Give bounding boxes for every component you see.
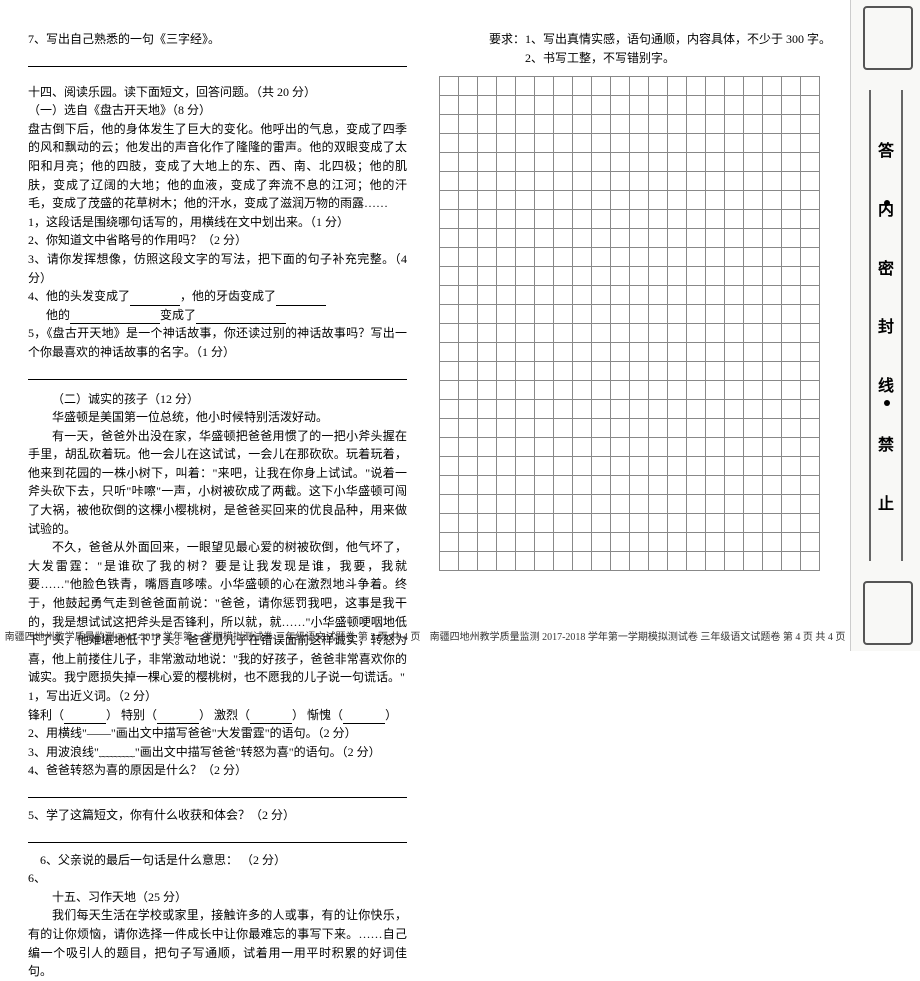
right-page: 要求：1、写出真情实感，语句通顺，内容具体，不少于 300 字。 2、书写工整，… <box>425 0 850 651</box>
binding-char: 线 <box>878 372 894 396</box>
s14-2-q4: 4、爸爸转怒为喜的原因是什么？（2 分） <box>28 761 407 780</box>
requirement-1: 要求：1、写出真情实感，语句通顺，内容具体，不少于 300 字。 <box>489 30 836 49</box>
binding-text: 答内密封线禁止 <box>869 90 903 561</box>
right-footer: 南疆四地州教学质量监测 2017-2018 学年第一学期模拟测试卷 三年级语文试… <box>425 628 850 643</box>
syn-c: ） 激烈（ <box>199 708 250 722</box>
s14-2-q1-items: 锋利（ ） 特别（ ） 激烈（ ） 惭愧（ ） <box>28 706 407 725</box>
left-page: 7、写出自己熟悉的一句《三字经》。 十四、阅读乐园。读下面短文，回答问题。（共 … <box>0 0 425 651</box>
q4-part-a: 4、他的头发变成了 <box>28 289 130 303</box>
s15-passage: 我们每天生活在学校或家里，接触许多的人或事，有的让你快乐，有的让你烦恼，请你选择… <box>28 906 407 980</box>
binding-char: 封 <box>878 313 894 337</box>
syn-b: ） 特别（ <box>106 708 157 722</box>
s14-2-title: （二）诚实的孩子（12 分） <box>28 390 407 409</box>
q4-part-b: ，他的牙齿变成了 <box>180 289 276 303</box>
s14-1-q2: 2、你知道文中省略号的作用吗？（2 分） <box>28 231 407 250</box>
answer-line <box>28 51 407 67</box>
s14-2-p3: 不久，爸爸从外面回来，一眼望见最心爱的树被砍倒，他气坏了，大发雷霆："是谁砍了我… <box>28 538 407 687</box>
q4-part-c: 他的 <box>46 308 70 322</box>
s14-1-q1: 1，这段话是围绕哪句话写的，用横线在文中划出来。（1 分） <box>28 213 407 232</box>
binding-char: 密 <box>878 255 894 279</box>
answer-line <box>28 782 407 798</box>
binding-char: 禁 <box>878 431 894 455</box>
answer-line <box>28 364 407 380</box>
syn-a: 锋利（ <box>28 708 64 722</box>
s14-2-q3: 3、用波浪线"﹏﹏﹏"画出文中描写爸爸"转怒为喜"的语句。（2 分） <box>28 743 407 762</box>
s14-2-p2: 有一天，爸爸外出没在家，华盛顿把爸爸用惯了的一把小斧头握在手里，胡乱砍着玩。他一… <box>28 427 407 539</box>
binding-char: 内 <box>878 196 894 220</box>
q4-part-d: 变成了 <box>160 308 196 322</box>
writing-grid <box>439 76 820 571</box>
s14-2-q1: 1，写出近义词。（2 分） <box>28 687 407 706</box>
binding-char: 答 <box>878 137 894 161</box>
syn-d: ） 惭愧（ <box>292 708 343 722</box>
answer-line <box>28 827 407 843</box>
s14-2-q2: 2、用横线"——"画出文中描写爸爸"大发雷霆"的语句。（2 分） <box>28 724 407 743</box>
binding-strip: 答内密封线禁止 <box>850 0 920 651</box>
s14-2-p1: 华盛顿是美国第一位总统，他小时候特别活泼好动。 <box>28 408 407 427</box>
s14-1-q5: 5，《盘古开天地》是一个神话故事，你还读过别的神话故事吗？写出一个你最喜欢的神话… <box>28 324 407 361</box>
s14-2-q5: 5、学了这篇短文，你有什么收获和体会？（2 分） <box>28 806 407 825</box>
syn-e: ） <box>385 708 397 722</box>
requirement-2: 2、书写工整，不写错别字。 <box>525 49 836 68</box>
left-footer: 南疆四地州教学质量监测 2017-2018 学年第一学期模拟测试卷 三年级语文试… <box>0 628 425 643</box>
binding-char: 止 <box>878 490 894 514</box>
q7: 7、写出自己熟悉的一句《三字经》。 <box>28 30 407 49</box>
s14-1-title: （一）选自《盘古开天地》（8 分） <box>28 101 407 120</box>
s14-1-passage: 盘古倒下后，他的身体发生了巨大的变化。他呼出的气息，变成了四季的风和飘动的云；他… <box>28 120 407 213</box>
s14-1-q4-line1: 4、他的头发变成了 ，他的牙齿变成了 <box>28 287 407 306</box>
item-6: 6、 <box>28 869 407 888</box>
s14-1-q3: 3、请你发挥想像，仿照这段文字的写法，把下面的句子补充完整。（4 分） <box>28 250 407 287</box>
s14-title: 十四、阅读乐园。读下面短文，回答问题。（共 20 分） <box>28 83 407 102</box>
s14-2-q6: 6、父亲说的最后一句话是什么意思： （2 分） <box>28 851 407 870</box>
s14-1-q4-line2: 他的 变成了 <box>28 306 407 325</box>
s15-title: 十五、习作天地（25 分） <box>28 888 407 907</box>
